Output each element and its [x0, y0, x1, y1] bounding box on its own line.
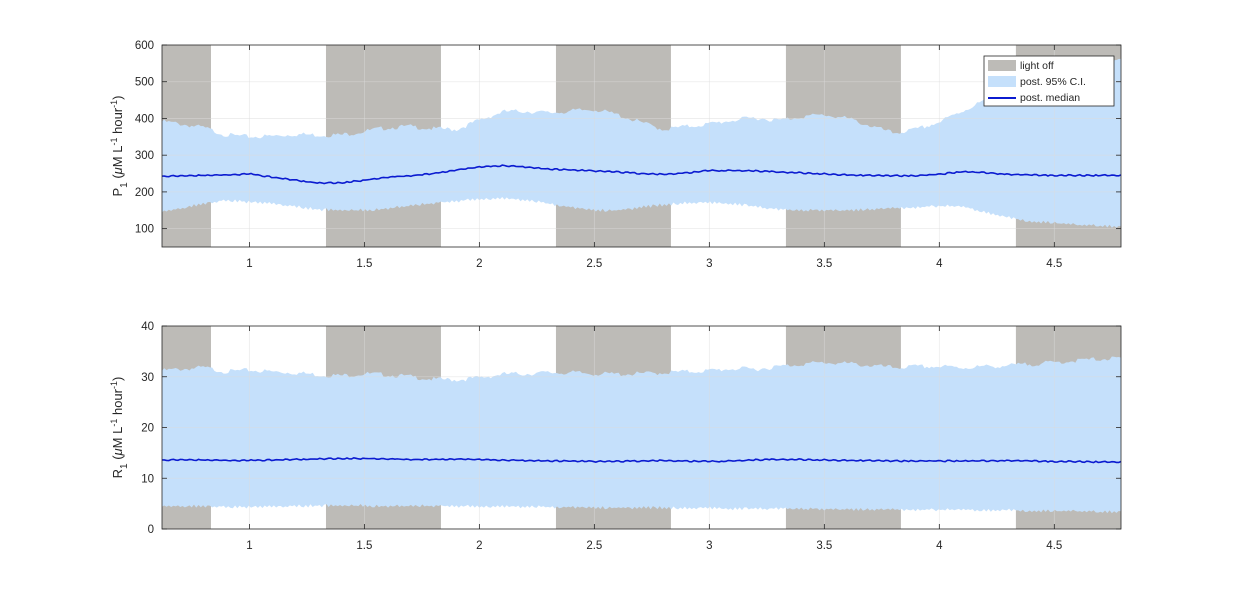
x-tick-label: 4 [936, 540, 943, 552]
y-label-open: ( [110, 174, 125, 183]
legend-label: post. 95% C.I. [1020, 76, 1086, 88]
plot-area [162, 45, 1121, 247]
y-tick-label: 600 [135, 40, 154, 52]
y-label-mu: μ [110, 448, 125, 456]
y-axis-label: R1 (μM L-1 hour-1) [109, 377, 130, 479]
legend-swatch [988, 60, 1016, 71]
y-label-hour: hour [110, 107, 125, 137]
x-tick-label: 3 [706, 258, 712, 270]
y-tick-label: 20 [141, 423, 154, 435]
y-tick-label: 300 [135, 150, 154, 162]
x-tick-label: 4 [936, 258, 943, 270]
legend-label: post. median [1020, 92, 1080, 104]
plot-area [162, 326, 1121, 529]
x-tick-label: 1 [246, 258, 252, 270]
ci-band [162, 58, 1121, 228]
x-tick-label: 2 [476, 540, 482, 552]
x-tick-label: 3.5 [816, 258, 832, 270]
y-label-exponent-2: -1 [109, 381, 119, 389]
y-tick-label: 40 [141, 321, 154, 333]
y-label-open: ( [110, 455, 125, 464]
legend: light off post. 95% C.I. post. median [983, 55, 1115, 107]
y-label-subscript: 1 [119, 182, 130, 188]
y-label-close: ) [110, 96, 125, 100]
y-tick-label: 30 [141, 372, 154, 384]
x-tick-label: 2.5 [586, 258, 602, 270]
y-label-exponent-1: -1 [109, 138, 119, 146]
x-tick-label: 2 [476, 258, 482, 270]
y-tick-label: 0 [148, 524, 154, 536]
legend-swatch [988, 76, 1016, 87]
y-tick-label: 500 [135, 77, 154, 89]
axes-box [161, 44, 1122, 248]
y-tick-label: 100 [135, 224, 154, 236]
y-label-exponent-1: -1 [109, 419, 119, 427]
y-label-unit: M L [110, 427, 125, 449]
ci-band [162, 356, 1121, 514]
y-label-hour: hour [110, 388, 125, 418]
median-line [162, 164, 1121, 185]
x-tick-label: 1.5 [356, 540, 372, 552]
y-label-symbol: R [110, 469, 125, 478]
y-label-unit: M L [110, 146, 125, 168]
x-tick-label: 4.5 [1046, 258, 1062, 270]
y-label-close: ) [110, 377, 125, 381]
x-tick-label: 1 [246, 540, 252, 552]
y-label-exponent-2: -1 [109, 100, 119, 108]
x-tick-label: 2.5 [586, 540, 602, 552]
y-axis-label: P1 (μM L-1 hour-1) [109, 96, 130, 197]
median-line [162, 457, 1121, 464]
y-label-subscript: 1 [119, 463, 130, 469]
x-tick-label: 4.5 [1046, 540, 1062, 552]
x-tick-label: 3 [706, 540, 712, 552]
y-tick-label: 400 [135, 113, 154, 125]
x-tick-label: 3.5 [816, 540, 832, 552]
legend-label: light off [1020, 60, 1054, 72]
y-label-mu: μ [110, 167, 125, 175]
y-label-symbol: P [110, 188, 125, 197]
x-tick-label: 1.5 [356, 258, 372, 270]
y-tick-label: 10 [141, 473, 154, 485]
y-tick-label: 200 [135, 187, 154, 199]
